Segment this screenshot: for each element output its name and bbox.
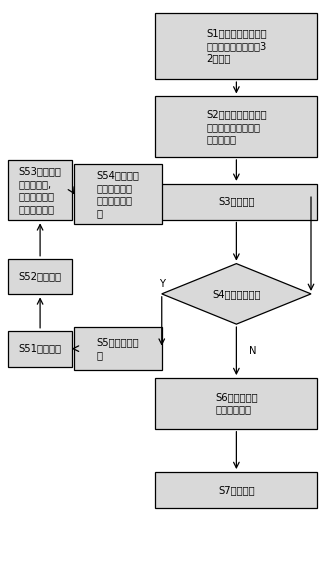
FancyBboxPatch shape bbox=[9, 160, 72, 221]
Text: S54根据图像
处理算法计算
参数，完成校
准: S54根据图像 处理算法计算 参数，完成校 准 bbox=[96, 171, 139, 218]
Text: S5进行校准实
验: S5进行校准实 验 bbox=[97, 338, 139, 360]
Text: S4是否首次使用: S4是否首次使用 bbox=[212, 289, 261, 299]
FancyBboxPatch shape bbox=[9, 259, 72, 294]
FancyBboxPatch shape bbox=[155, 13, 317, 79]
Text: S53使用者具
有强烈尿感,
获取图像，排
尿，记录尿量: S53使用者具 有强烈尿感, 获取图像，排 尿，记录尿量 bbox=[19, 166, 61, 214]
FancyBboxPatch shape bbox=[155, 97, 317, 157]
FancyBboxPatch shape bbox=[74, 164, 162, 225]
FancyBboxPatch shape bbox=[155, 184, 317, 219]
FancyBboxPatch shape bbox=[74, 327, 162, 370]
Text: S52开始积尿: S52开始积尿 bbox=[18, 272, 62, 282]
FancyBboxPatch shape bbox=[9, 331, 72, 367]
Polygon shape bbox=[162, 264, 311, 324]
Text: S6输入校准参
数，开始监测: S6输入校准参 数，开始监测 bbox=[215, 392, 258, 414]
Text: N: N bbox=[249, 346, 257, 356]
Text: S51排空膀胱: S51排空膀胱 bbox=[18, 343, 62, 354]
Text: S2将环形腰带系于被
测对象的膀胱所在腹
部表面部位: S2将环形腰带系于被 测对象的膀胱所在腹 部表面部位 bbox=[206, 109, 267, 144]
Text: S7排尿报警: S7排尿报警 bbox=[218, 485, 255, 495]
FancyBboxPatch shape bbox=[155, 472, 317, 508]
Text: Y: Y bbox=[159, 279, 165, 289]
FancyBboxPatch shape bbox=[155, 378, 317, 429]
Text: S1在一条有弹性的环
形腰带上均匀地放置3
2个电极: S1在一条有弹性的环 形腰带上均匀地放置3 2个电极 bbox=[206, 29, 267, 63]
Text: S3开启系统: S3开启系统 bbox=[218, 197, 255, 207]
